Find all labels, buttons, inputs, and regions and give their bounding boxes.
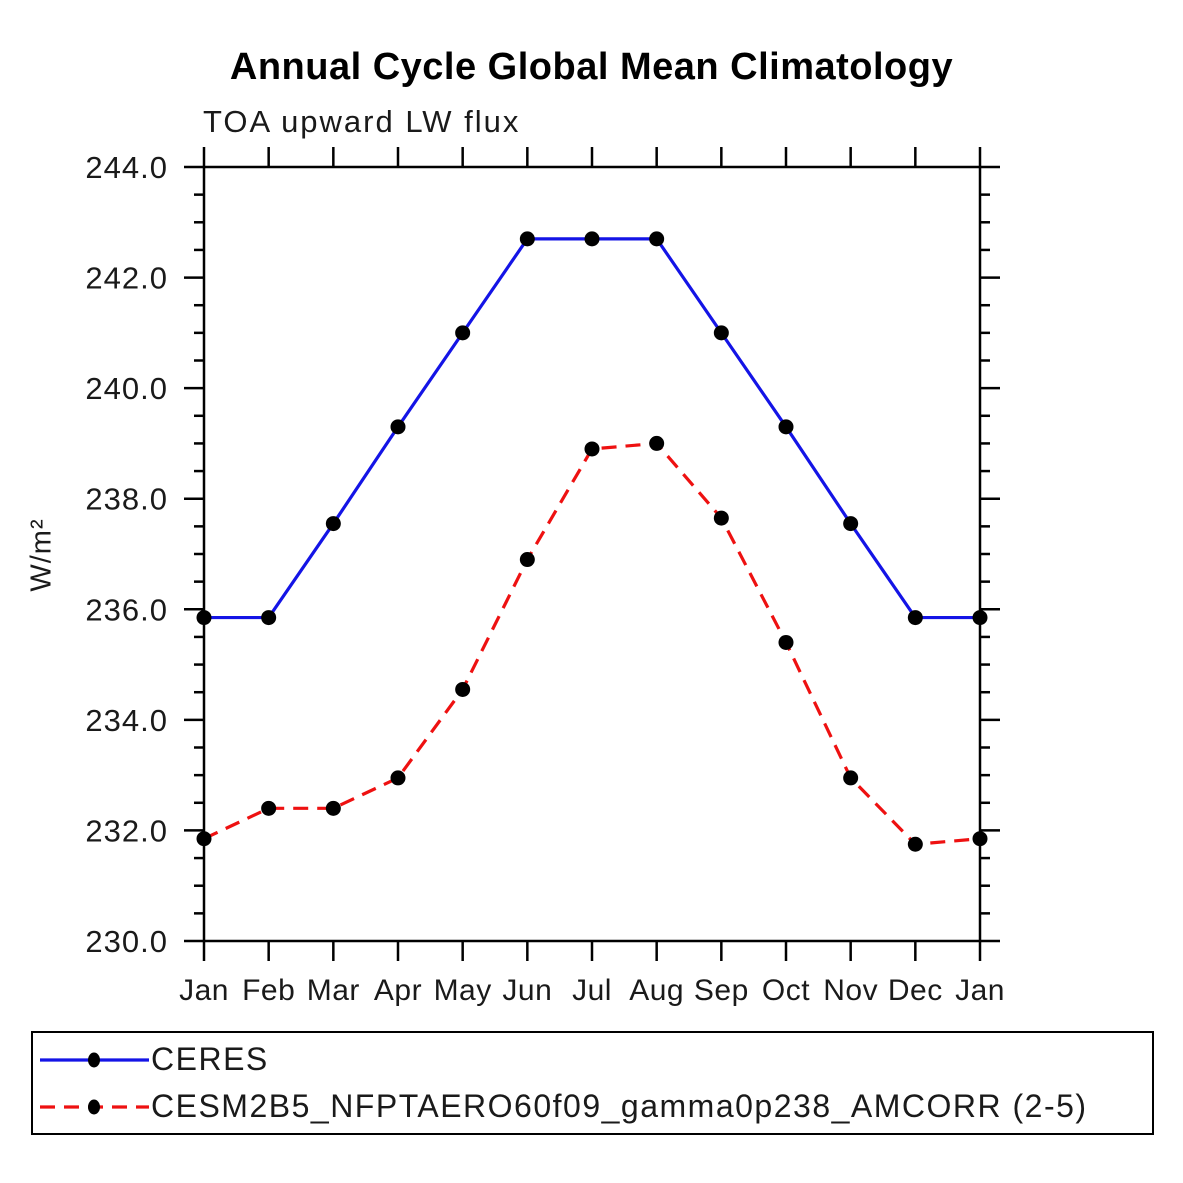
x-tick-label: Feb (242, 974, 295, 1007)
data-point-marker (972, 610, 988, 626)
y-tick-label: 236.0 (85, 592, 168, 627)
chart-subtitle: TOA upward LW flux (203, 104, 521, 139)
legend-label-ceres: CERES (151, 1041, 269, 1077)
x-ticks (202, 147, 982, 961)
data-point-marker (713, 325, 729, 341)
ceres-series (204, 237, 980, 620)
data-point-marker (519, 552, 535, 568)
model-markers (196, 435, 988, 852)
y-tick-label: 238.0 (85, 482, 168, 517)
x-tick-label: Oct (762, 974, 810, 1007)
data-point-marker (390, 770, 406, 786)
data-point-marker (325, 516, 341, 532)
data-point-marker (455, 681, 471, 697)
x-tick-label: Aug (629, 974, 684, 1007)
data-point-marker (196, 831, 212, 847)
x-tick-label: May (434, 974, 492, 1007)
ceres-line-sample-icon (40, 1052, 149, 1067)
data-point-marker (713, 510, 729, 526)
y-tick-label: 232.0 (85, 813, 168, 848)
legend-row-ceres: CERES (33, 1038, 1152, 1082)
x-tick-label: Jun (502, 974, 552, 1007)
data-point-marker (261, 800, 277, 816)
data-point-marker (843, 770, 859, 786)
legend-box: CERES CESM2B5_NFPTAERO60f09_gamma0p238_A… (31, 1031, 1154, 1135)
x-tick-label: Jul (572, 974, 612, 1007)
data-point-marker (778, 634, 794, 650)
x-tick-label: Jan (179, 974, 229, 1007)
data-point-marker (261, 610, 277, 626)
x-tick-label: Apr (374, 974, 422, 1007)
x-tick-labels: Jan Feb Mar Apr May Jun Jul Aug Sep Oct Nov Dec Jan (179, 974, 1005, 1007)
x-tick-label: Sep (694, 974, 749, 1007)
data-point-marker (907, 610, 923, 626)
legend-row-model: CESM2B5_NFPTAERO60f09_gamma0p238_AMCORR … (33, 1085, 1152, 1129)
data-point-marker (584, 231, 600, 247)
data-point-marker (390, 419, 406, 435)
ceres-markers (196, 231, 988, 626)
data-point-marker (649, 231, 665, 247)
data-point-marker (584, 441, 600, 457)
x-tick-label: Dec (888, 974, 943, 1007)
data-point-marker (649, 435, 665, 451)
model-line-sample-icon (40, 1099, 149, 1114)
data-point-marker (196, 610, 212, 626)
y-tick-label: 230.0 (85, 924, 168, 959)
y-ticks (184, 165, 1000, 943)
y-tick-label: 244.0 (85, 150, 168, 185)
y-tick-labels: 230.0 232.0 234.0 236.0 238.0 240.0 242.0 244.0 (85, 150, 168, 959)
data-point-marker (519, 231, 535, 247)
x-tick-label: Jan (955, 974, 1005, 1007)
x-tick-label: Nov (823, 974, 878, 1007)
axis-frame (202, 165, 982, 943)
data-point-marker (843, 516, 859, 532)
data-point-marker (325, 800, 341, 816)
data-point-marker (907, 836, 923, 852)
y-tick-label: 240.0 (85, 371, 168, 406)
data-point-marker (778, 419, 794, 435)
data-point-marker (972, 831, 988, 847)
y-tick-label: 234.0 (85, 703, 168, 738)
model-series (203, 441, 981, 846)
legend-label-model: CESM2B5_NFPTAERO60f09_gamma0p238_AMCORR … (151, 1088, 1088, 1124)
chart-title: Annual Cycle Global Mean Climatology (229, 46, 954, 88)
x-tick-label: Mar (307, 974, 360, 1007)
y-tick-label: 242.0 (85, 261, 168, 296)
data-point-marker (455, 325, 471, 341)
